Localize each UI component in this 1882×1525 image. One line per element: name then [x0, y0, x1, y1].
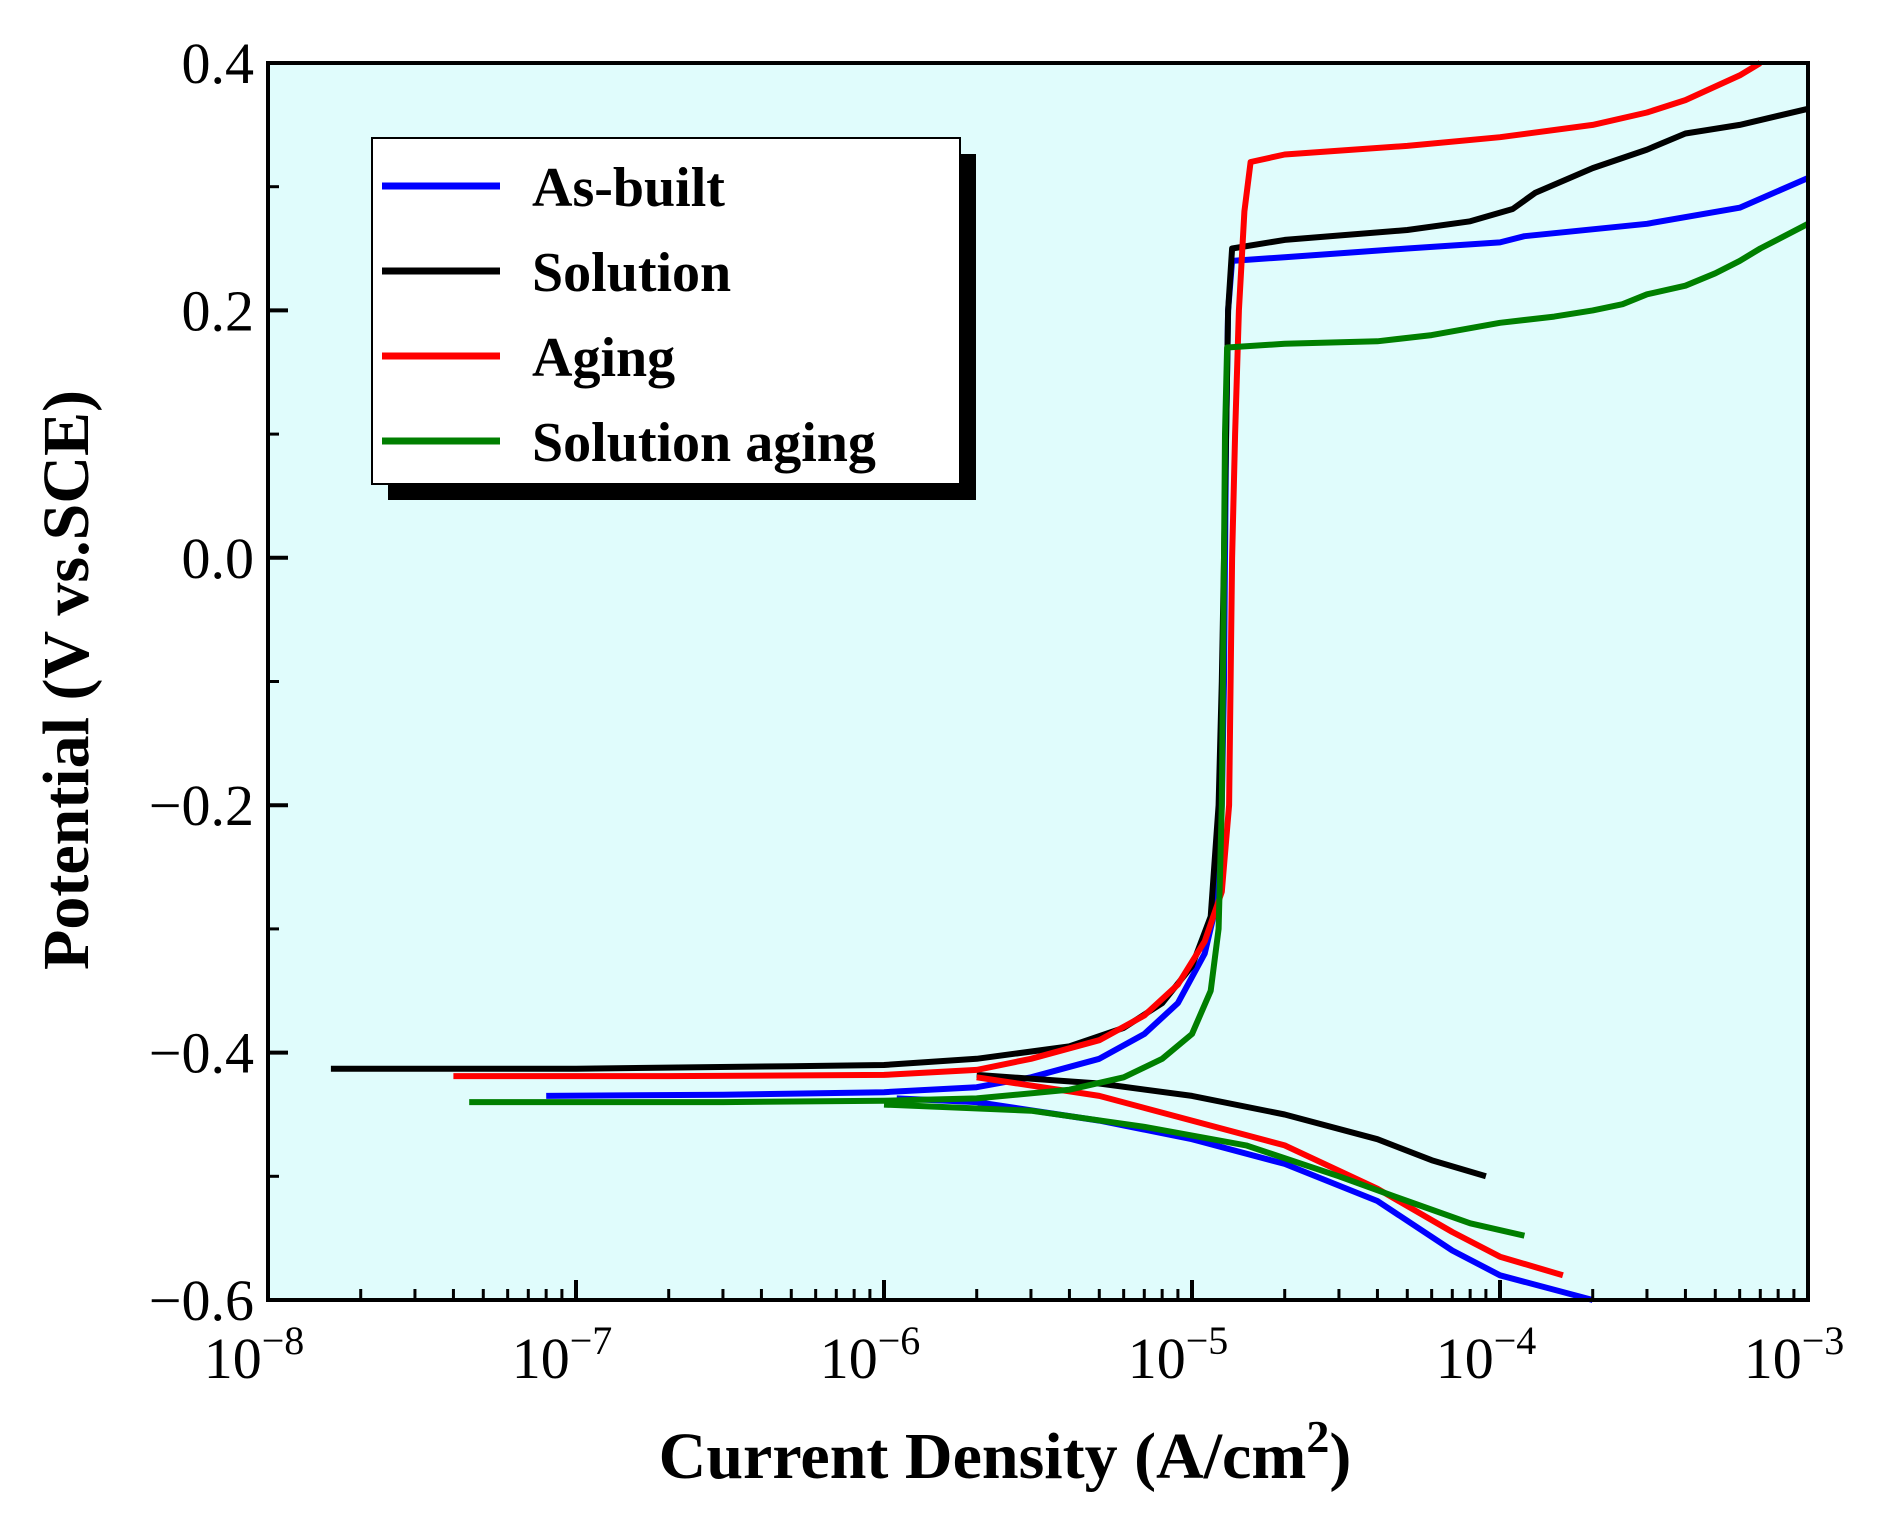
- series-line-anodic-solution-aging: [469, 221, 1810, 1106]
- y-tick-label: 0.4: [182, 31, 255, 96]
- ticks-layer: [266, 61, 1810, 1302]
- legend-label-solution-aging: Solution aging: [532, 412, 876, 474]
- legend-label-aging: Aging: [532, 327, 675, 389]
- x-axis-title-superscript: 2: [1306, 1411, 1329, 1462]
- legend-label-as-built: As-built: [532, 157, 725, 219]
- legend-box: [371, 137, 961, 485]
- legend: As-built Solution Aging Solution aging: [371, 137, 976, 500]
- x-tick-label: 10−5: [1128, 1318, 1229, 1391]
- y-tick-label: 0.2: [182, 278, 255, 343]
- y-tick-label: −0.2: [149, 773, 254, 838]
- y-tick-label: −0.4: [149, 1021, 254, 1086]
- x-axis-title: Current Density (A/cm2): [659, 1411, 1352, 1493]
- legend-label-solution: Solution: [532, 242, 731, 304]
- series-line-cathodic-aging: [976, 1074, 1564, 1279]
- x-tick-label: 10−3: [1744, 1318, 1845, 1391]
- y-axis-title: Potential (V vs.SCE): [30, 390, 103, 970]
- x-tick-labels: 10−8 10−7 10−6 10−5 10−4 10−3: [204, 1318, 1845, 1391]
- series-line-cathodic-solution-aging: [883, 1101, 1526, 1239]
- x-tick-label: 10−7: [512, 1318, 613, 1391]
- x-tick-label: 10−6: [820, 1318, 921, 1391]
- x-tick-label: 10−4: [1436, 1318, 1537, 1391]
- series-layer: [330, 60, 1810, 1303]
- y-tick-label: −0.6: [149, 1268, 254, 1333]
- series-line-anodic-aging: [453, 60, 1762, 1080]
- y-tick-label: 0.0: [182, 526, 255, 591]
- y-tick-labels: 0.4 0.2 0.0 −0.2 −0.4 −0.6: [149, 31, 254, 1333]
- x-tick-label: 10−8: [204, 1318, 305, 1391]
